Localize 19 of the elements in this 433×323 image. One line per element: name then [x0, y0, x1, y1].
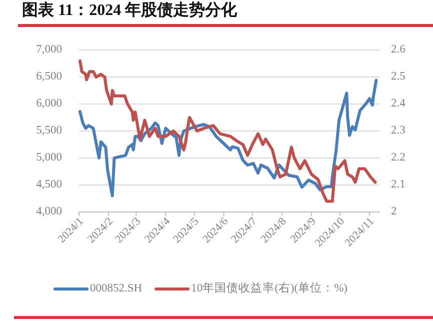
y-tick-label: 4,000: [36, 206, 62, 218]
y2-tick-label: 2.1: [391, 178, 406, 191]
y2-tick-label: 2.6: [391, 44, 406, 56]
y-tick-label: 5,500: [36, 124, 62, 137]
y-tick-label: 7,000: [36, 44, 62, 56]
y2-tick-label: 2.2: [391, 152, 406, 164]
legend-label: 000852.SH: [90, 282, 142, 295]
y-tick-label: 5,000: [36, 152, 62, 164]
line-series: [78, 78, 378, 198]
legend-label: 10年国债收益率(右)(单位：%): [191, 280, 348, 295]
y2-tick-label: 2.4: [391, 98, 406, 110]
chart-title: 图表 11：2024 年股债走势分化: [22, 1, 238, 19]
y-tick-label: 6,000: [36, 98, 62, 110]
line-series: [78, 59, 377, 203]
y2-tick-label: 2: [391, 206, 397, 218]
y2-tick-label: 2.5: [391, 70, 406, 83]
y2-tick-label: 2.3: [391, 124, 406, 137]
y-tick-label: 6,500: [36, 70, 62, 83]
y-tick-label: 4,500: [36, 178, 62, 191]
